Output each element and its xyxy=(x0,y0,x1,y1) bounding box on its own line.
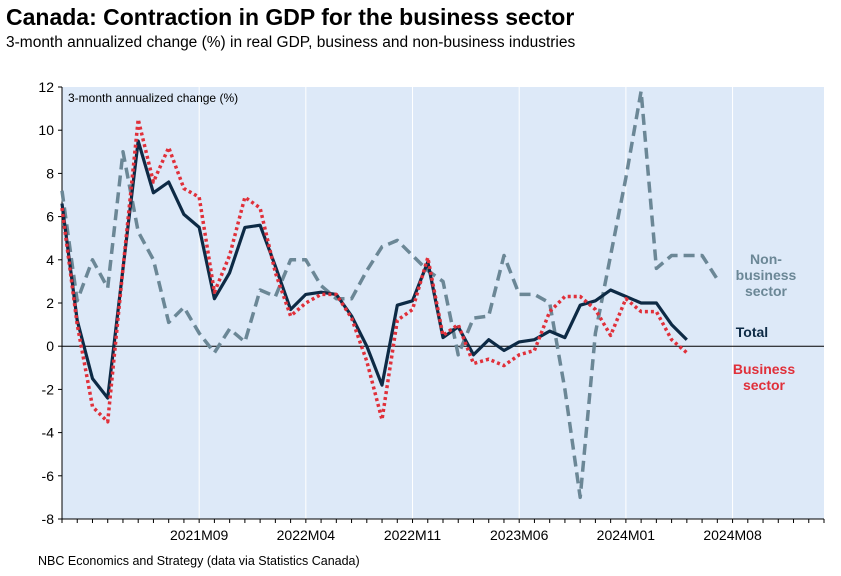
series-label-line: Total xyxy=(736,324,768,340)
series-layer xyxy=(60,89,719,500)
x-tick-label: 2022M11 xyxy=(384,527,442,543)
axes: -8 -6 -4 -2 0 2 4 6 8 10 12 2021M09 2022M04 2022M11 20… xyxy=(38,79,825,543)
y-tick-label: 2 xyxy=(46,295,54,311)
y-tick-label: -8 xyxy=(42,511,55,527)
series-line-total xyxy=(60,139,688,400)
y-tick-label: 0 xyxy=(46,338,54,354)
series-label-line: Business xyxy=(733,361,795,377)
series-label-line: business xyxy=(736,267,797,283)
series-label-nonbusiness: Non-business sector xyxy=(736,251,797,299)
x-tick-label: 2024M08 xyxy=(703,527,762,543)
y-tick-label: 12 xyxy=(38,79,54,95)
y-tick-label: -2 xyxy=(42,381,55,397)
y-tick-label: -6 xyxy=(42,468,55,484)
x-tick-label: 2022M04 xyxy=(277,527,336,543)
series-label-business: Business sector xyxy=(733,361,795,393)
series-label-line: sector xyxy=(745,283,788,299)
y-tick-label: 4 xyxy=(46,252,54,268)
plot-area xyxy=(62,87,824,519)
y-tick-label: 6 xyxy=(46,209,54,225)
series-label-line: sector xyxy=(743,377,786,393)
chart-subtitle: 3-month annualized change (%) in real GD… xyxy=(6,34,576,51)
y-tick-label: -4 xyxy=(42,425,55,441)
source-note: NBC Economics and Strategy (data via Sta… xyxy=(38,554,360,568)
y-tick-label: 10 xyxy=(38,122,54,138)
y-axis-annotation: 3-month annualized change (%) xyxy=(68,91,238,105)
series-line-nonbusiness xyxy=(60,89,719,500)
y-tick-label: 8 xyxy=(46,165,54,181)
x-tick-label: 2024M01 xyxy=(597,527,656,543)
x-tick-label: 2023M06 xyxy=(490,527,549,543)
series-label-line: Non- xyxy=(750,251,782,267)
x-tick-label: 2021M09 xyxy=(170,527,229,543)
series-label-total: Total xyxy=(736,324,768,340)
chart-title: Canada: Contraction in GDP for the busin… xyxy=(6,4,575,30)
